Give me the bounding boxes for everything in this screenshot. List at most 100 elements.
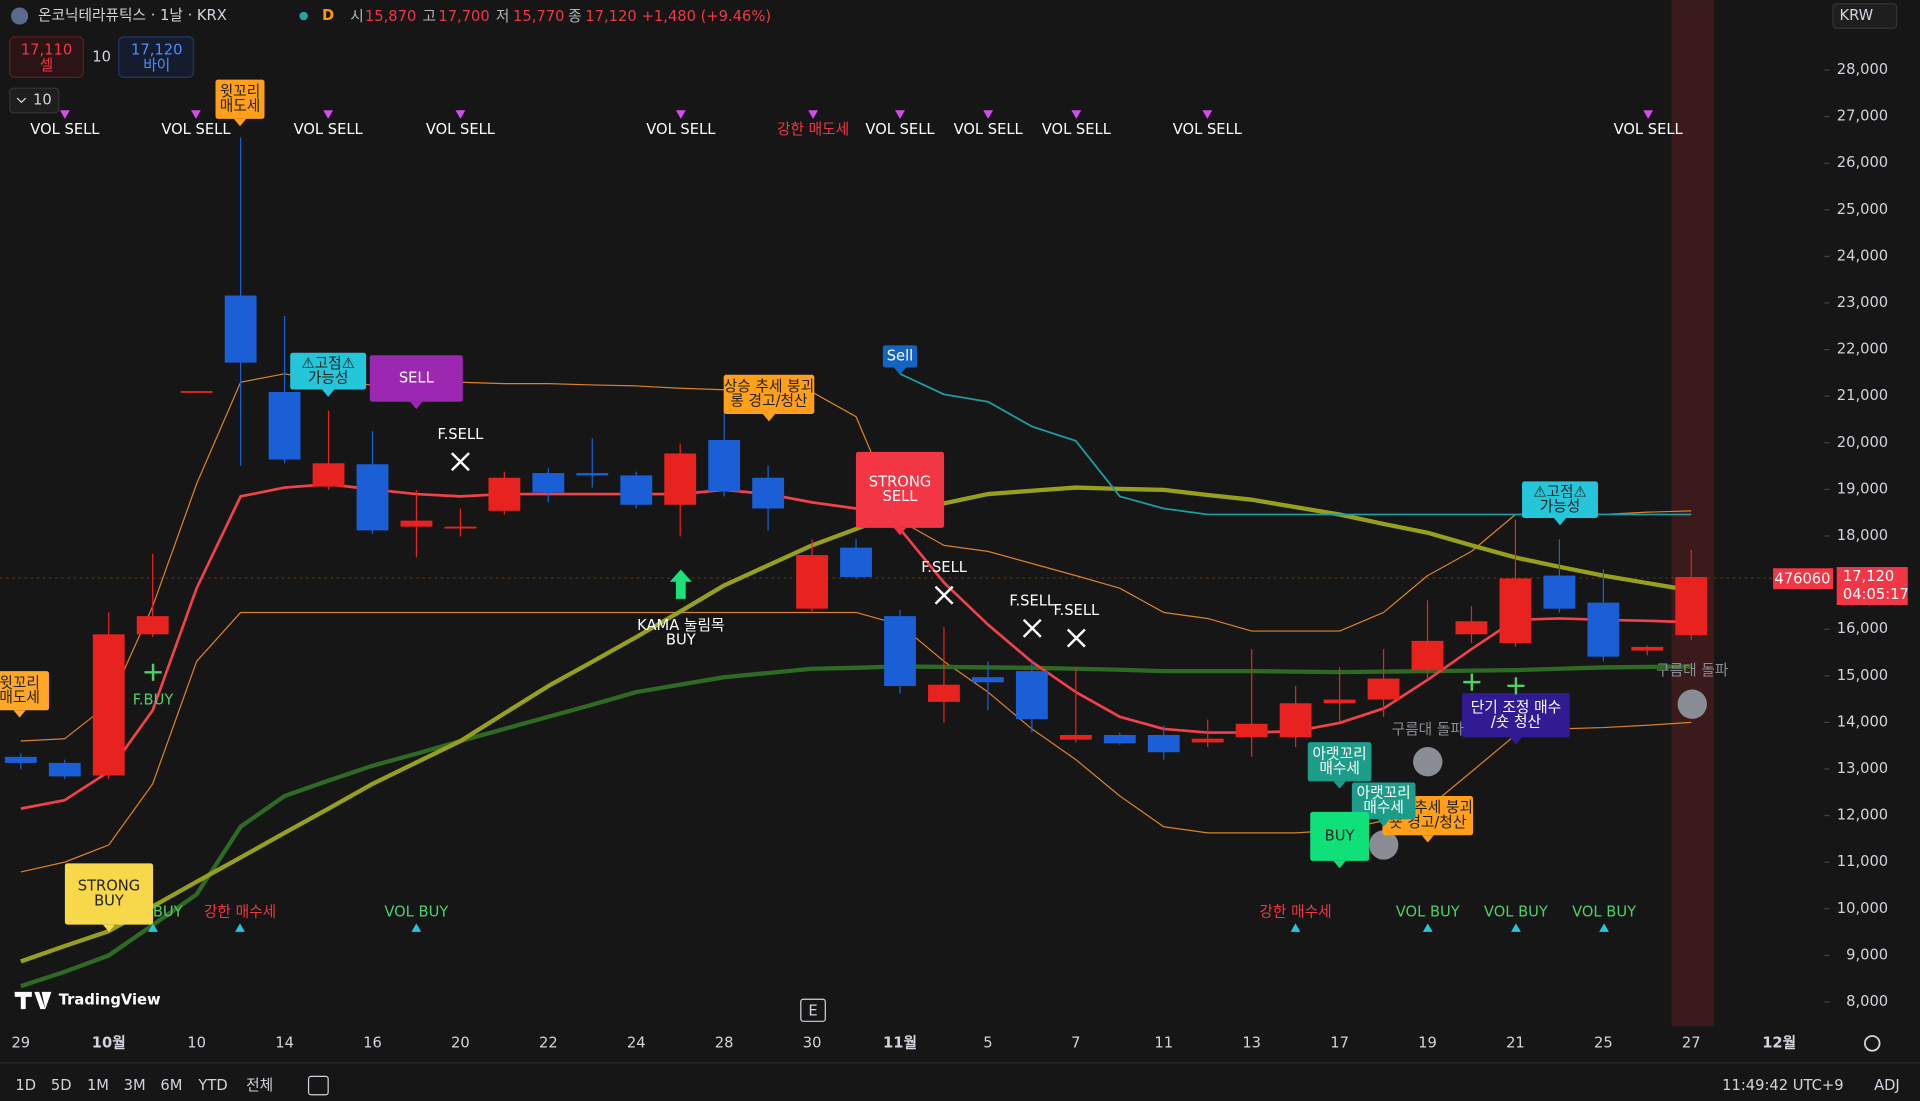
range-button[interactable]: 5D: [51, 1077, 72, 1094]
ohlc-value: 15,770: [513, 8, 564, 25]
annotation-text: 강한 매수세: [1259, 903, 1331, 920]
candle-body: [356, 464, 389, 531]
candle-body: [92, 634, 125, 776]
annotation-text: 윗꼬리: [0, 674, 40, 691]
annotation-box: [215, 79, 265, 119]
y-tick-label: 13,000: [1837, 760, 1888, 777]
volume-tag-text: 476060: [1774, 570, 1830, 587]
x-tick-label: 16: [363, 1034, 382, 1051]
currency-button[interactable]: [1832, 3, 1898, 29]
x-tick-label: 5: [983, 1034, 992, 1051]
range-button[interactable]: YTD: [197, 1077, 227, 1094]
range-button[interactable]: 1D: [15, 1077, 36, 1094]
settings-icon[interactable]: [1863, 1035, 1881, 1052]
annotation-box: [0, 671, 49, 711]
event-marker-box[interactable]: [800, 998, 826, 1022]
buy-marker: [411, 923, 422, 932]
candle-body: [1675, 576, 1708, 636]
annotation-pointer: [893, 367, 907, 375]
x-tick-label: 10월: [92, 1034, 126, 1051]
annotation-pointer: [893, 527, 907, 536]
symbol-icon: [11, 7, 29, 25]
annotations: VOL SELL VOL SELL VOL SELL VOL SELL VOL SELL…: [0, 79, 1729, 932]
y-tick-label: 14,000: [1837, 713, 1888, 730]
x-tick-label: 25: [1594, 1034, 1613, 1051]
candle-body: [576, 473, 609, 476]
indicator-line: [20, 485, 1692, 964]
candle-body: [180, 391, 213, 393]
candle-body: [1059, 734, 1092, 740]
logo-icon: [14, 991, 52, 1010]
annotation-pointer: [13, 710, 26, 718]
annotation-text: F.SELL: [1053, 602, 1100, 619]
sell-marker: [983, 110, 994, 119]
buy-marker: [1599, 923, 1609, 932]
adj-toggle[interactable]: ADJ: [1874, 1077, 1900, 1094]
annotation-text: VOL SELL: [161, 121, 231, 138]
ohlc-label: 고: [422, 8, 436, 25]
x-tick-label: 21: [1506, 1034, 1525, 1051]
annotation-pointer: [1377, 819, 1390, 827]
annotation-box: [1351, 782, 1416, 820]
candle-body: [1191, 738, 1224, 743]
sell-button[interactable]: [9, 36, 84, 78]
annotation-text: VOL SELL: [426, 121, 496, 138]
annotation-box: [1307, 742, 1372, 782]
annotation-text: STRONG: [78, 878, 140, 895]
candle-body: [1543, 575, 1576, 609]
annotation-text: 강한 매도세: [777, 121, 849, 138]
candle-body: [796, 555, 828, 609]
y-tick-label: 11,000: [1837, 853, 1888, 870]
annotation-pointer: [322, 389, 335, 397]
annotation-text: 구름대 돌파: [1656, 662, 1729, 679]
annotation-pointer: [1421, 835, 1434, 843]
range-button[interactable]: 3M: [124, 1077, 146, 1094]
indicator-count: 10: [33, 92, 52, 109]
candle-body: [1587, 602, 1620, 657]
last-price-tag: [1836, 567, 1908, 605]
indicator-line: [20, 664, 1692, 989]
annotation-text: 가능성: [308, 369, 349, 386]
ohlc-label: 종: [568, 8, 582, 25]
annotation-pointer: [410, 401, 423, 410]
annotation-box: [723, 374, 815, 414]
plot: 8,000 9,000 10,000 11,000 12,000 13,000 14,000…: [0, 61, 1888, 1051]
y-tick-label: 27,000: [1837, 108, 1888, 125]
y-tick-label: 20,000: [1837, 434, 1888, 451]
indicator-toggle[interactable]: [9, 87, 60, 114]
annotation-text: 가능성: [1540, 498, 1581, 515]
annotation-pointer: [233, 118, 247, 127]
candle-body: [532, 473, 565, 493]
last-price: 17,120: [1843, 568, 1894, 585]
y-tick-label: 26,000: [1837, 154, 1888, 171]
annotation-text: VOL SELL: [294, 121, 364, 138]
candle-body: [1235, 723, 1268, 738]
candle-body: [708, 439, 741, 492]
annotation-text: Sell: [887, 347, 914, 364]
date-range-icon[interactable]: [307, 1075, 329, 1096]
range-button[interactable]: 6M: [160, 1077, 182, 1094]
annotation-text: 상승 추세 붕괴: [724, 378, 814, 395]
session-highlight: [1671, 0, 1715, 1027]
kama-arrow: [669, 569, 692, 599]
annotation-text: F.SELL: [438, 426, 485, 443]
y-tick-label: 9,000: [1846, 946, 1888, 963]
candle-body: [752, 477, 785, 509]
y-tick-label: 22,000: [1837, 341, 1888, 358]
annotation-text: SELL: [883, 488, 919, 505]
candle-body: [48, 762, 81, 777]
candle-body: [972, 677, 1004, 683]
event-marker: E: [808, 1003, 817, 1020]
fsell-marker: [1022, 618, 1042, 638]
y-tick-label: 21,000: [1837, 387, 1888, 404]
annotation-text: VOL BUY: [1572, 903, 1636, 920]
x-tick-label: 28: [715, 1034, 734, 1051]
clock: 11:49:42 UTC+9: [1722, 1077, 1843, 1094]
annotation-text: /숏 청산: [1491, 714, 1541, 731]
annotation-pointer: [1509, 737, 1523, 745]
range-button[interactable]: 1M: [87, 1077, 109, 1094]
buy-button[interactable]: [118, 36, 195, 78]
x-tick-label: 27: [1682, 1034, 1701, 1051]
range-button[interactable]: 전체: [246, 1077, 273, 1094]
